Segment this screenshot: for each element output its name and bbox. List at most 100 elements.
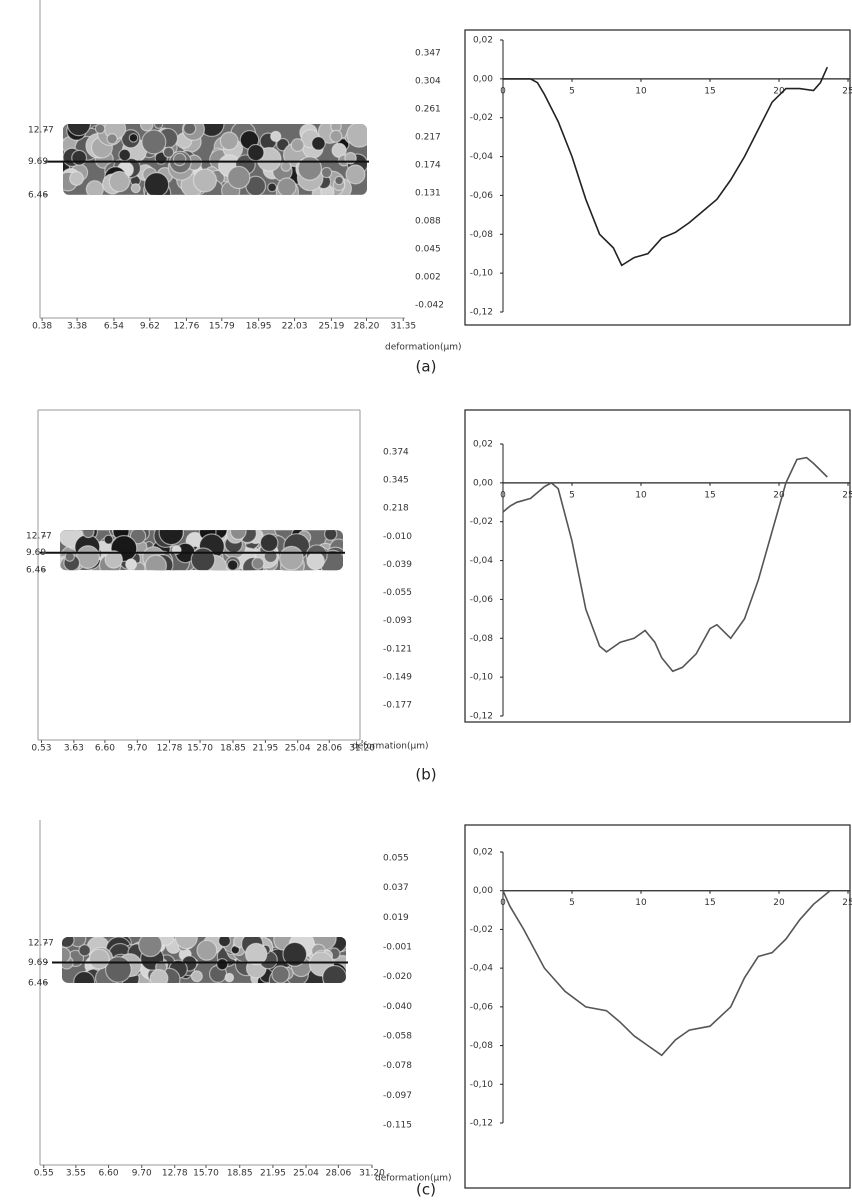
y-tick-label: 12.77 bbox=[28, 125, 54, 135]
y-tick-label: -0,04 bbox=[470, 152, 494, 162]
y-tick-label: -0,08 bbox=[470, 230, 494, 240]
heatmap-blob bbox=[106, 133, 118, 145]
colorbar-label: 0.037 bbox=[383, 883, 409, 893]
x-tick-label: 21.95 bbox=[253, 744, 279, 754]
x-tick-label: 18.85 bbox=[227, 1169, 253, 1179]
x-tick-label: 25 bbox=[842, 898, 852, 908]
x-tick-label: 15.79 bbox=[209, 322, 235, 332]
y-tick-label: 0,00 bbox=[473, 74, 493, 84]
x-tick-label: 15 bbox=[704, 86, 715, 96]
plot-frame bbox=[464, 29, 851, 326]
heatmap-blob bbox=[125, 558, 138, 571]
y-tick-label: 0,00 bbox=[473, 478, 493, 488]
colorbar-label: 0.088 bbox=[415, 217, 441, 227]
heatmap-blob bbox=[224, 972, 235, 983]
heatmap-blob bbox=[94, 123, 106, 134]
heatmap-blob bbox=[162, 146, 175, 158]
x-tick-label: 18.95 bbox=[246, 322, 272, 332]
x-tick-label: 0 bbox=[500, 898, 506, 908]
colorbar-label: -0.010 bbox=[383, 532, 412, 542]
colorbar-title: deformation(μm) bbox=[385, 343, 462, 353]
heatmap-blob bbox=[323, 530, 338, 541]
heatmap-blob bbox=[130, 183, 141, 194]
profile-line bbox=[502, 456, 828, 673]
colorbar-label: -0.078 bbox=[383, 1061, 412, 1071]
heatmap-blob bbox=[71, 149, 88, 166]
colorbar-label: 0.002 bbox=[415, 273, 441, 283]
colorbar-label: 0.019 bbox=[383, 913, 409, 923]
heatmap-blob bbox=[226, 559, 239, 571]
heatmap-image bbox=[60, 530, 343, 571]
heatmap-blob bbox=[322, 964, 346, 983]
x-tick-label: 15.70 bbox=[193, 1169, 219, 1179]
heatmap-image bbox=[63, 123, 367, 195]
y-tick-label: -0,08 bbox=[470, 634, 494, 644]
colorbar-label: -0.149 bbox=[383, 672, 412, 682]
colorbar-label: 0.218 bbox=[383, 504, 409, 514]
x-tick-label: 3.55 bbox=[66, 1169, 86, 1179]
x-tick-label: 6.60 bbox=[95, 744, 115, 754]
x-tick-label: 18.85 bbox=[220, 744, 246, 754]
x-tick-label: 25.04 bbox=[285, 744, 311, 754]
heatmap-blob bbox=[182, 123, 197, 135]
x-tick-label: 20 bbox=[773, 490, 785, 500]
x-tick-label: 31.20 bbox=[359, 1169, 385, 1179]
heatmap-blob bbox=[174, 936, 198, 950]
x-tick-label: 31.20 bbox=[349, 744, 375, 754]
heatmap-blob bbox=[172, 152, 187, 167]
heatmap-blob bbox=[247, 143, 265, 162]
y-tick-label: -0,04 bbox=[470, 964, 494, 974]
panel-caption: (b) bbox=[415, 766, 436, 784]
heatmap-blob bbox=[139, 123, 154, 132]
heatmap-blob bbox=[76, 545, 100, 569]
x-tick-label: 0 bbox=[500, 86, 506, 96]
colorbar-label: 0.055 bbox=[383, 854, 409, 864]
heatmap-blob bbox=[62, 946, 71, 964]
colorbar-label: -0.093 bbox=[383, 616, 412, 626]
colorbar-label: -0.040 bbox=[383, 1002, 412, 1012]
heatmap-blob bbox=[279, 545, 304, 571]
y-tick-label: -0,10 bbox=[470, 1080, 494, 1090]
heatmap-blob bbox=[320, 166, 333, 179]
heatmap-blob bbox=[118, 148, 132, 162]
heatmap-blob bbox=[108, 170, 131, 193]
heatmap-blob bbox=[290, 138, 305, 152]
colorbar-label: -0.001 bbox=[383, 943, 412, 953]
x-tick-label: 6.54 bbox=[104, 322, 124, 332]
heatmap-blob bbox=[190, 970, 203, 983]
colorbar-label: -0.039 bbox=[383, 560, 412, 570]
colorbar-label: -0.055 bbox=[383, 588, 412, 598]
y-tick-label: -0,08 bbox=[470, 1041, 494, 1051]
y-tick-label: -0,10 bbox=[470, 673, 494, 683]
colorbar-title: deformation(μm) bbox=[375, 1174, 452, 1184]
x-tick-label: 10 bbox=[635, 490, 647, 500]
heatmap-blob bbox=[229, 530, 247, 540]
y-tick-label: 9.69 bbox=[26, 548, 46, 558]
x-tick-label: 20 bbox=[773, 86, 785, 96]
heatmap-blob bbox=[217, 936, 232, 948]
colorbar-label: -0.058 bbox=[383, 1032, 412, 1042]
y-tick-label: -0,10 bbox=[470, 269, 494, 279]
colorbar-label: -0.042 bbox=[415, 301, 444, 311]
heatmap-blob bbox=[158, 530, 184, 546]
heatmap-blob bbox=[345, 164, 366, 185]
heatmap-blob bbox=[62, 936, 75, 949]
y-tick-label: 0,00 bbox=[473, 886, 493, 896]
colorbar-label: 0.217 bbox=[415, 133, 441, 143]
heatmap-blob bbox=[251, 556, 265, 570]
heatmap-blob bbox=[82, 530, 95, 539]
heatmap-blob bbox=[85, 180, 104, 195]
x-tick-label: 10 bbox=[635, 86, 647, 96]
heatmap-blob bbox=[334, 175, 344, 186]
panel-caption: (c) bbox=[416, 1181, 436, 1199]
heatmap-blob bbox=[144, 554, 168, 571]
y-tick-label: 12.77 bbox=[28, 938, 54, 948]
heatmap-blob bbox=[104, 550, 123, 569]
x-tick-label: 28.06 bbox=[325, 1169, 351, 1179]
colorbar-label: 0.304 bbox=[415, 77, 441, 87]
x-tick-label: 25 bbox=[842, 490, 852, 500]
x-tick-label: 9.70 bbox=[132, 1169, 152, 1179]
heatmap-blob bbox=[329, 129, 343, 143]
heatmap-blob bbox=[88, 948, 110, 970]
